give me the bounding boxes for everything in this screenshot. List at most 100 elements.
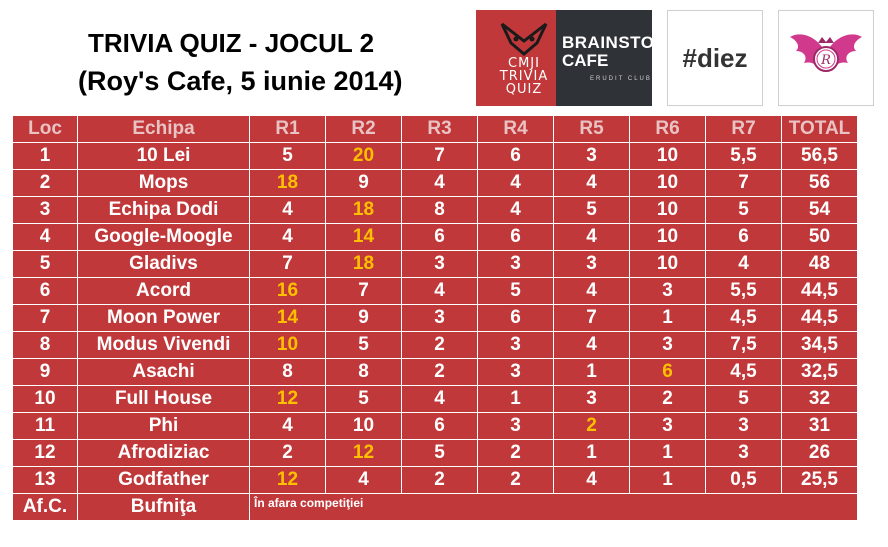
total-cell: 32,5 [781, 358, 858, 386]
rank-cell: 12 [12, 439, 78, 467]
round-score-cell: 3 [705, 412, 782, 440]
round-score-cell: 4 [553, 331, 630, 359]
cmji-logo-line2: TRIVIA [499, 68, 549, 84]
wings-crest-icon: R [790, 34, 862, 72]
total-cell: 56,5 [781, 142, 858, 170]
round-score-cell: 0,5 [705, 466, 782, 494]
round-score-cell: 2 [401, 466, 478, 494]
round-score-cell: 6 [477, 223, 554, 251]
round-score-cell: 7,5 [705, 331, 782, 359]
team-cell: Google-Moogle [77, 223, 250, 251]
column-header: R1 [249, 115, 326, 143]
column-header: R4 [477, 115, 554, 143]
round-score-cell: 8 [249, 358, 326, 386]
table-row: 4 Google-Moogle 4 14 6 6 4 10 6 50 [12, 223, 858, 251]
round-score-cell: 6 [477, 304, 554, 332]
round-score-cell: 3 [553, 142, 630, 170]
round-score-cell: 12 [325, 439, 402, 467]
round-score-cell: 5 [705, 196, 782, 224]
round-score-cell: 8 [325, 358, 402, 386]
cmji-logo-line1: CMJI [508, 55, 540, 71]
round-score-cell: 6 [477, 142, 554, 170]
round-score-cell: 7 [553, 304, 630, 332]
owl-mask-icon [500, 22, 548, 56]
rank-cell: 5 [12, 250, 78, 278]
team-cell: Mops [77, 169, 250, 197]
round-score-cell: 10 [325, 412, 402, 440]
rank-cell: 13 [12, 466, 78, 494]
out-of-competition-note: În afara competiţiei [249, 493, 858, 521]
round-score-cell: 5,5 [705, 142, 782, 170]
round-score-cell: 2 [249, 439, 326, 467]
rank-cell: 3 [12, 196, 78, 224]
title-line-1: TRIVIA QUIZ - JOCUL 2 [88, 28, 375, 58]
round-score-cell: 2 [401, 358, 478, 386]
table-row: 6 Acord 16 7 4 5 4 3 5,5 44,5 [12, 277, 858, 305]
round-score-cell: 10 [629, 169, 706, 197]
round-score-cell: 16 [249, 277, 326, 305]
brainstorm-cafe-logo: BRAINSTORM CAFE ERUDIT CLUB [556, 10, 652, 106]
round-score-cell: 18 [325, 196, 402, 224]
round-score-cell: 1 [629, 439, 706, 467]
rank-cell: 1 [12, 142, 78, 170]
total-cell: 26 [781, 439, 858, 467]
round-score-cell: 4 [477, 196, 554, 224]
rank-cell: 7 [12, 304, 78, 332]
round-score-cell: 3 [401, 304, 478, 332]
table-header-row: Loc Echipa R1 R2 R3 R4 R5 R6 R7 TOTAL [12, 115, 858, 143]
round-score-cell: 3 [401, 250, 478, 278]
round-score-cell: 5 [477, 277, 554, 305]
brainstorm-logo-line3: ERUDIT CLUB [590, 76, 652, 82]
round-score-cell: 4 [401, 385, 478, 413]
round-score-cell: 5 [325, 331, 402, 359]
crest-letter: R [820, 53, 831, 68]
total-cell: 32 [781, 385, 858, 413]
round-score-cell: 1 [553, 358, 630, 386]
round-score-cell: 10 [629, 196, 706, 224]
total-cell: 44,5 [781, 304, 858, 332]
round-score-cell: 4 [553, 223, 630, 251]
round-score-cell: 4 [553, 277, 630, 305]
column-header: R7 [705, 115, 782, 143]
round-score-cell: 7 [249, 250, 326, 278]
table-row: 12 Afrodiziac 2 12 5 2 1 1 3 26 [12, 439, 858, 467]
title-line-2: (Roy's Cafe, 5 iunie 2014) [78, 66, 403, 96]
round-score-cell: 6 [401, 223, 478, 251]
table-row: 5 Gladivs 7 18 3 3 3 10 4 48 [12, 250, 858, 278]
table-row: 13 Godfather 12 4 2 2 4 1 0,5 25,5 [12, 466, 858, 494]
column-header: Loc [12, 115, 78, 143]
team-cell: Modus Vivendi [77, 331, 250, 359]
round-score-cell: 7 [325, 277, 402, 305]
table-body: 1 10 Lei 5 20 7 6 3 10 5,5 56,5 2 Mops 18 9 4 4 4 10 7 56 3 E… [12, 142, 858, 521]
round-score-cell: 6 [401, 412, 478, 440]
table-row: 1 10 Lei 5 20 7 6 3 10 5,5 56,5 [12, 142, 858, 170]
column-header: R3 [401, 115, 478, 143]
team-cell: Moon Power [77, 304, 250, 332]
column-header: R5 [553, 115, 630, 143]
brainstorm-logo-line1: BRAINSTORM [562, 33, 652, 52]
table-row: 7 Moon Power 14 9 3 6 7 1 4,5 44,5 [12, 304, 858, 332]
round-score-cell: 3 [553, 250, 630, 278]
round-score-cell: 3 [629, 412, 706, 440]
round-score-cell: 5 [401, 439, 478, 467]
round-score-cell: 8 [401, 196, 478, 224]
round-score-cell: 2 [477, 439, 554, 467]
team-cell: Acord [77, 277, 250, 305]
round-score-cell: 4 [325, 466, 402, 494]
round-score-cell: 4 [401, 277, 478, 305]
round-score-cell: 3 [477, 358, 554, 386]
out-of-competition-row: Af.C. Bufniţa În afara competiţiei [12, 493, 858, 521]
round-score-cell: 3 [477, 412, 554, 440]
rank-cell: 2 [12, 169, 78, 197]
round-score-cell: 4 [249, 223, 326, 251]
total-cell: 48 [781, 250, 858, 278]
round-score-cell: 5 [249, 142, 326, 170]
round-score-cell: 3 [553, 385, 630, 413]
round-score-cell: 4 [249, 196, 326, 224]
rank-cell: 8 [12, 331, 78, 359]
rank-cell: 11 [12, 412, 78, 440]
round-score-cell: 5 [325, 385, 402, 413]
round-score-cell: 14 [325, 223, 402, 251]
total-cell: 34,5 [781, 331, 858, 359]
results-table: Loc Echipa R1 R2 R3 R4 R5 R6 R7 TOTAL 1 10 Lei 5 20 7… [12, 115, 858, 521]
